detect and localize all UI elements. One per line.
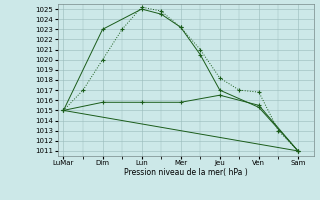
X-axis label: Pression niveau de la mer( hPa ): Pression niveau de la mer( hPa )	[124, 168, 247, 177]
